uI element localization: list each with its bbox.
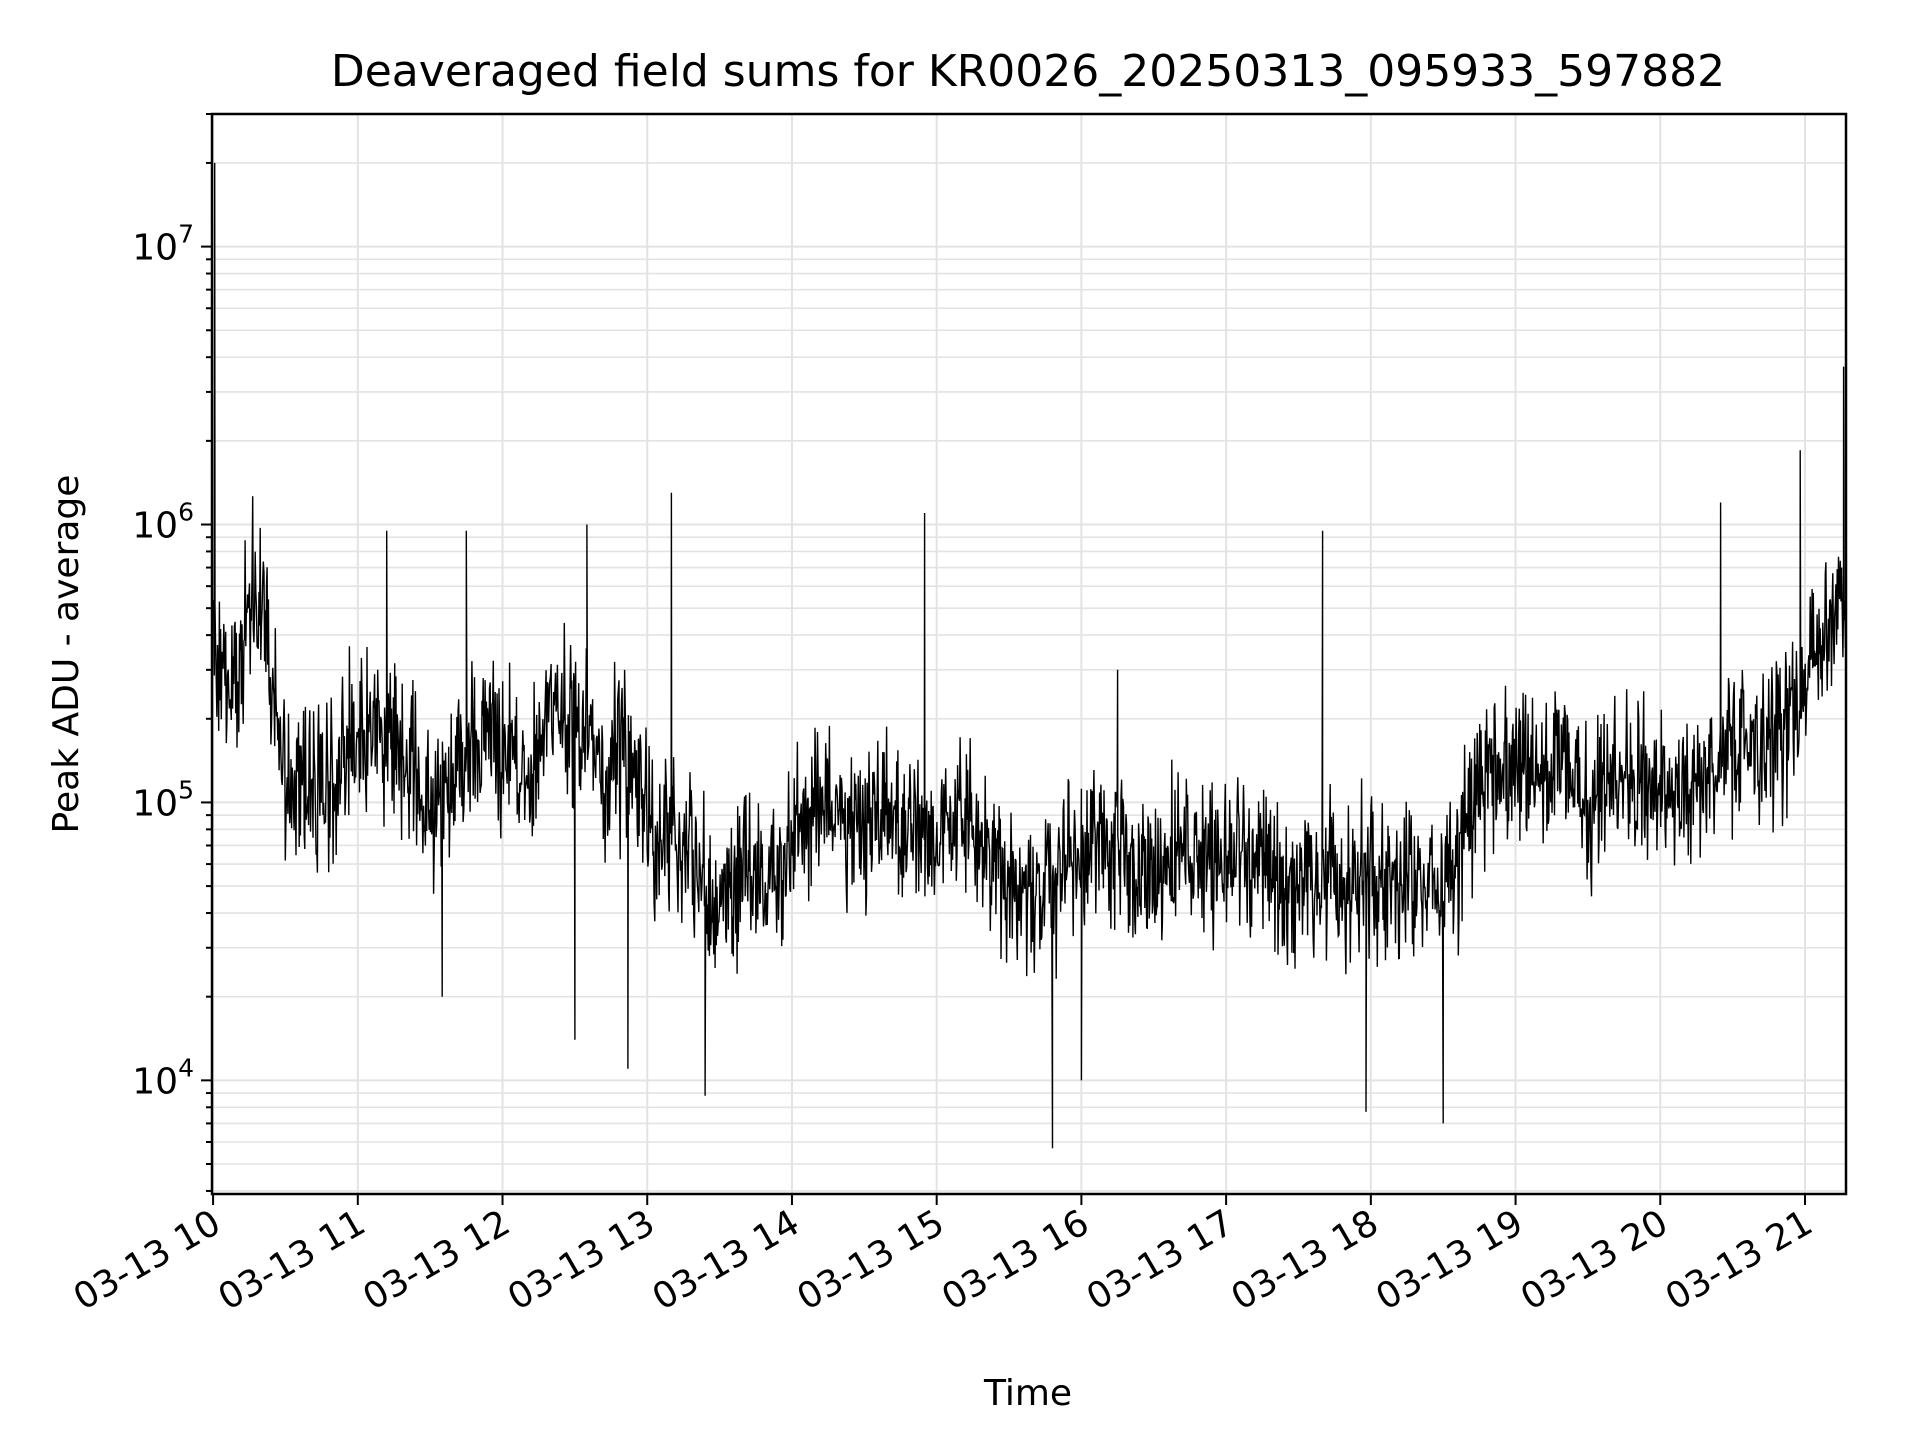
chart-title: Deaveraged field sums for KR0026_2025031…	[331, 46, 1725, 97]
y-tick-label: 106	[132, 498, 194, 547]
x-axis-label: Time	[983, 1373, 1072, 1414]
y-tick-label: 107	[132, 220, 194, 269]
y-axis-label: Peak ADU - average	[46, 475, 87, 834]
y-tick-label: 105	[132, 775, 194, 824]
plot-frame	[210, 112, 1848, 1196]
data-layer	[212, 162, 1847, 1149]
series-line	[212, 162, 1847, 1149]
y-tick-label: 104	[132, 1053, 194, 1102]
